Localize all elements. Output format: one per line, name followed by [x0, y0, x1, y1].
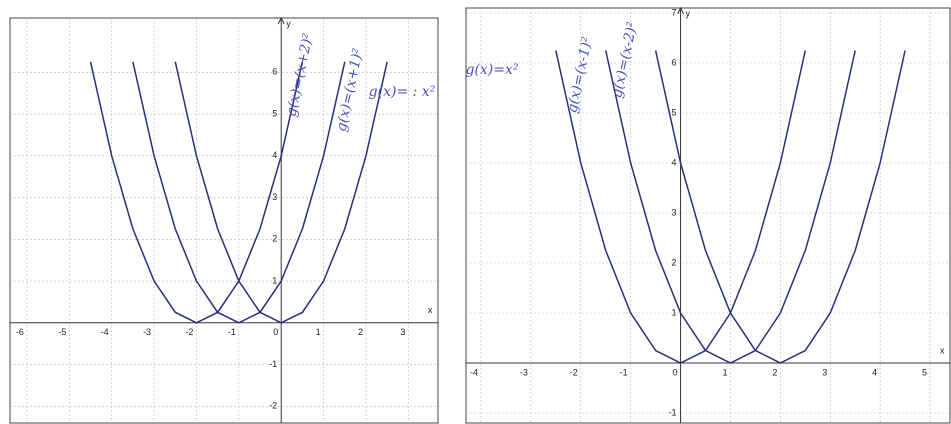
x-tick-label: -2	[185, 327, 193, 337]
curve	[132, 61, 346, 324]
y-tick-label: 6	[272, 67, 277, 77]
x-tick-label: -2	[570, 367, 578, 377]
y-axis-label: y	[286, 18, 291, 28]
y-tick-label: 6	[672, 57, 677, 67]
x-tick-label: 1	[722, 367, 727, 377]
curve	[174, 61, 388, 324]
y-tick-label: 4	[272, 150, 277, 160]
y-tick-label: 2	[272, 234, 277, 244]
x-tick-label: 3	[400, 327, 405, 337]
x-tick-label: 1	[316, 327, 321, 337]
x-axis-label: x	[428, 305, 433, 315]
curve-label: g(x)=x²	[465, 62, 518, 78]
x-tick-label: 2	[358, 327, 363, 337]
right-panel	[465, 7, 951, 424]
x-tick-label: 2	[772, 367, 777, 377]
y-tick-label: 3	[272, 192, 277, 202]
y-tick-label: 5	[272, 108, 277, 118]
x-tick-label: 4	[872, 367, 877, 377]
y-tick-label: 3	[672, 207, 677, 217]
y-tick-label: -2	[269, 401, 277, 411]
x-tick-label: -3	[143, 327, 151, 337]
x-axis-label: x	[940, 345, 945, 355]
x-tick-label: -1	[228, 327, 236, 337]
x-tick-label: 0	[273, 327, 278, 337]
y-tick-label: 1	[672, 307, 677, 317]
y-axis-label: y	[686, 8, 691, 18]
curve	[654, 50, 906, 364]
y-tick-label: 7	[672, 7, 677, 17]
x-tick-label: -3	[520, 367, 528, 377]
curve	[604, 50, 856, 364]
x-tick-label: -6	[16, 327, 24, 337]
y-tick-label: -1	[669, 407, 677, 417]
y-arrow	[677, 6, 685, 15]
curve	[89, 61, 304, 324]
left-panel	[9, 17, 439, 424]
x-tick-label: 0	[673, 367, 678, 377]
x-tick-label: -4	[470, 367, 478, 377]
y-tick-label: -1	[269, 359, 277, 369]
x-tick-label: 5	[922, 367, 927, 377]
x-tick-label: -1	[620, 367, 628, 377]
y-tick-label: 5	[672, 107, 677, 117]
y-tick-label: 4	[672, 157, 677, 167]
y-arrow	[277, 16, 285, 25]
y-tick-label: 2	[672, 257, 677, 267]
y-tick-label: 1	[272, 275, 277, 285]
curve	[555, 50, 807, 364]
x-tick-label: -5	[58, 327, 66, 337]
x-tick-label: 3	[822, 367, 827, 377]
curve-label: g(x)= : x²	[369, 84, 436, 100]
x-tick-label: -4	[101, 327, 109, 337]
